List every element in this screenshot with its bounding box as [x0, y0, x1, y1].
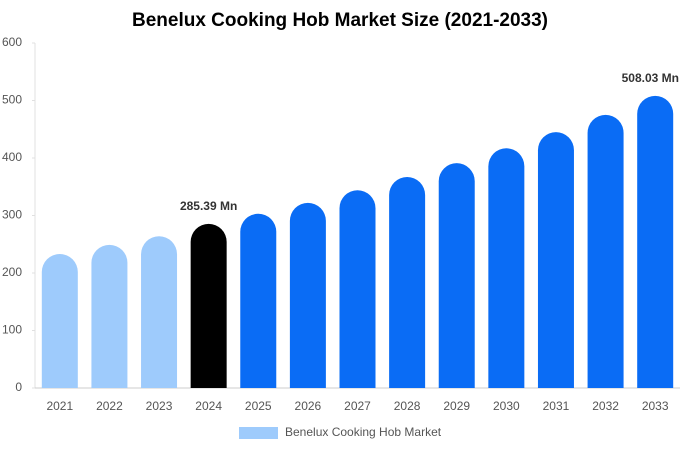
- y-tick-label: 200: [2, 265, 22, 279]
- x-tick-label: 2022: [96, 399, 123, 413]
- y-tick-label: 0: [15, 380, 22, 394]
- data-label: 285.39 Mn: [180, 199, 237, 213]
- x-tick-label: 2033: [642, 399, 669, 413]
- bar: [339, 190, 376, 388]
- bar: [488, 148, 525, 388]
- x-tick-label: 2024: [195, 399, 222, 413]
- bar: [91, 244, 128, 388]
- y-tick-label: 300: [2, 208, 22, 222]
- x-tick-label: 2029: [443, 399, 470, 413]
- x-tick-label: 2021: [46, 399, 73, 413]
- bar: [289, 202, 326, 388]
- legend-swatch: [239, 427, 278, 439]
- x-tick-label: 2027: [344, 399, 371, 413]
- bar: [637, 95, 674, 388]
- y-tick-label: 600: [2, 35, 22, 49]
- y-tick-label: 100: [2, 323, 22, 337]
- x-tick-label: 2025: [245, 399, 272, 413]
- bar: [190, 223, 227, 388]
- chart-title: Benelux Cooking Hob Market Size (2021-20…: [132, 10, 548, 31]
- y-tick-label: 400: [2, 150, 22, 164]
- x-tick-label: 2026: [295, 399, 322, 413]
- bar: [587, 114, 624, 388]
- bar: [389, 176, 426, 388]
- y-tick-label: 500: [2, 93, 22, 107]
- bar: [438, 163, 475, 388]
- x-tick-label: 2030: [493, 399, 520, 413]
- x-tick-label: 2031: [543, 399, 570, 413]
- legend-label: Benelux Cooking Hob Market: [285, 425, 442, 439]
- bar: [41, 254, 78, 388]
- x-tick-label: 2028: [394, 399, 421, 413]
- bar: [240, 213, 277, 388]
- bar: [537, 132, 574, 388]
- x-tick-label: 2032: [592, 399, 619, 413]
- x-tick-label: 2023: [146, 399, 173, 413]
- bar: [141, 236, 178, 388]
- data-label: 508.03 Mn: [622, 71, 679, 85]
